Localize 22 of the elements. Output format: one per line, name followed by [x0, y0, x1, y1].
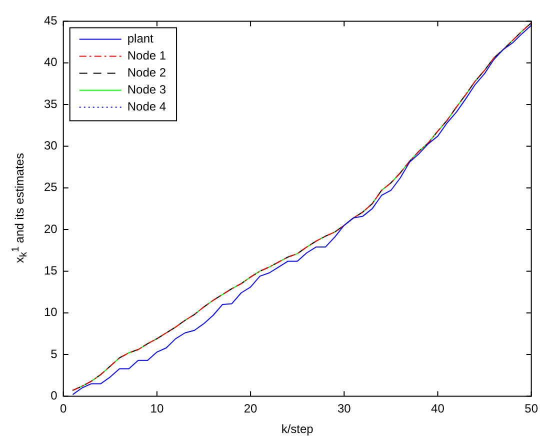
y-tick-label: 30: [44, 138, 58, 153]
y-tick-label: 0: [50, 388, 58, 403]
y-tick-label: 10: [44, 305, 58, 320]
x-tick-label: 20: [244, 402, 258, 416]
y-tick-label: 5: [50, 346, 58, 361]
x-axis-title: k/step: [281, 422, 314, 436]
x-tick-label: 40: [431, 402, 445, 416]
legend-label: Node 1: [127, 48, 166, 63]
legend-label: Node 2: [127, 66, 166, 80]
legend-label: Node 3: [127, 82, 166, 97]
y-tick-label: 25: [44, 180, 58, 194]
legend-label: plant: [127, 32, 154, 46]
x-tick-label: 0: [60, 402, 68, 416]
y-tick-label: 45: [44, 14, 58, 28]
x-tick-label: 30: [337, 402, 352, 416]
y-tick-label: 20: [44, 222, 58, 236]
y-tick-label: 40: [44, 55, 58, 70]
x-tick-label: 10: [150, 402, 164, 416]
x-tick-label: 50: [524, 402, 538, 416]
y-tick-label: 15: [44, 264, 58, 278]
y-tick-label: 35: [44, 96, 58, 111]
legend-label: Node 4: [127, 100, 166, 114]
